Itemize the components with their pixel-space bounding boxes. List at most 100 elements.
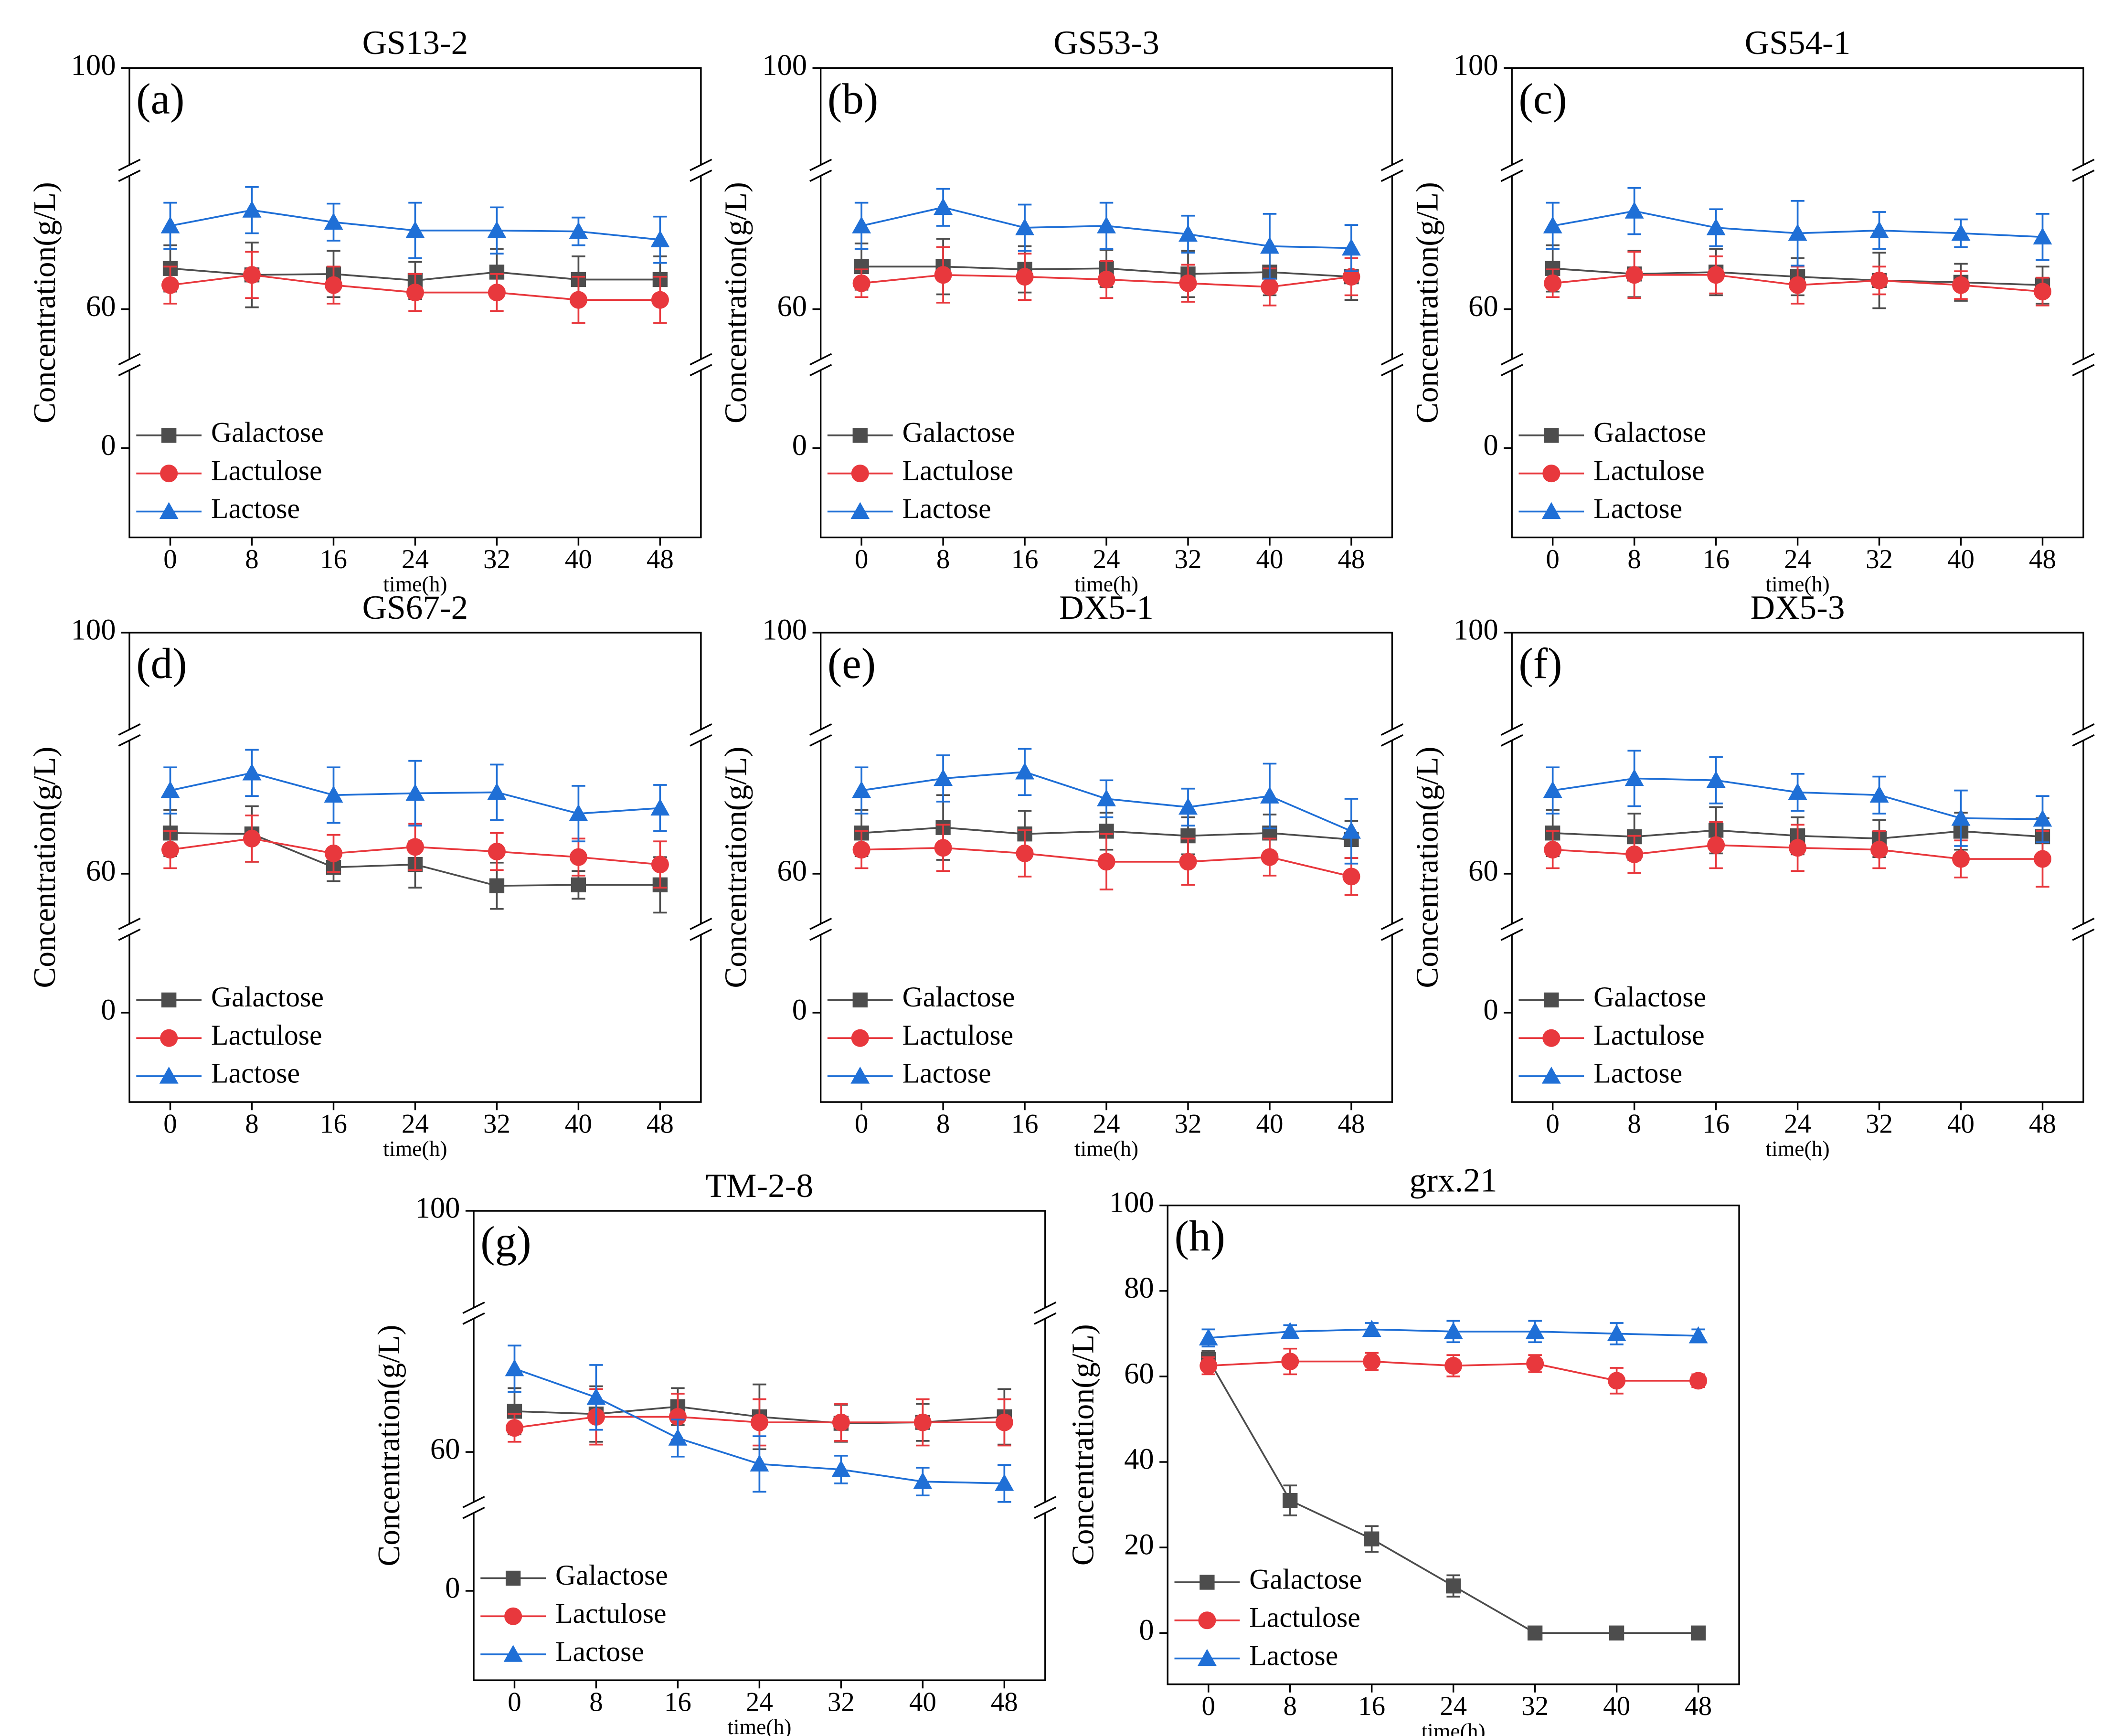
- axis-break-mark: [118, 723, 141, 736]
- panel-label: (a): [136, 74, 184, 123]
- axis-break-gap: [1507, 923, 1516, 935]
- legend-marker: [852, 428, 868, 443]
- chart-title: GS13-2: [362, 24, 468, 62]
- chart-title: GS67-2: [362, 589, 468, 626]
- marker: [1525, 1322, 1545, 1339]
- marker: [1869, 221, 1889, 238]
- marker: [1608, 1372, 1626, 1390]
- y-tick-label: 100: [71, 48, 116, 82]
- x-tick-label: 16: [1702, 544, 1730, 574]
- marker: [1607, 1324, 1626, 1342]
- x-axis-label: time(h): [1074, 1136, 1138, 1161]
- y-axis-label: Concentration(g/L): [719, 747, 754, 988]
- marker: [2033, 850, 2052, 868]
- x-tick-label: 40: [1256, 1109, 1283, 1139]
- marker: [1870, 271, 1889, 289]
- axis-break-mark: [1380, 918, 1403, 930]
- x-tick-label: 48: [1337, 544, 1365, 574]
- marker: [1179, 274, 1197, 292]
- axis-break-gap: [697, 923, 705, 935]
- marker: [324, 212, 343, 230]
- marker: [1362, 1320, 1381, 1337]
- marker: [1544, 274, 1562, 292]
- marker: [1624, 201, 1644, 219]
- legend-label: Lactulose: [902, 1019, 1014, 1051]
- legend-marker: [1199, 1575, 1215, 1590]
- marker: [1342, 821, 1361, 839]
- chart-title: GS54-1: [1745, 24, 1851, 62]
- axis-break-gap: [469, 1307, 478, 1319]
- legend-label: Lactose: [902, 1058, 991, 1089]
- x-tick-label: 0: [1201, 1691, 1215, 1721]
- marker: [1260, 236, 1279, 254]
- axis-break-gap: [817, 923, 825, 935]
- marker: [487, 221, 507, 238]
- x-tick-label: 40: [1947, 1109, 1974, 1139]
- y-tick-label: 100: [71, 613, 116, 646]
- marker: [1097, 270, 1115, 289]
- axis-break-mark: [1380, 364, 1403, 377]
- chart-title: DX5-1: [1059, 589, 1154, 626]
- marker: [934, 769, 953, 786]
- marker: [1789, 839, 1807, 857]
- marker: [1364, 1531, 1380, 1546]
- legend-marker: [161, 428, 177, 443]
- legend-marker: [1544, 992, 1559, 1008]
- marker: [750, 1413, 768, 1431]
- axis-break-mark: [1034, 1506, 1057, 1519]
- legend-marker: [1541, 1067, 1561, 1084]
- y-axis-label: Concentration(g/L): [1410, 747, 1444, 988]
- axis-break-mark: [462, 1312, 485, 1325]
- marker: [1952, 850, 1970, 868]
- marker: [650, 798, 670, 816]
- x-tick-label: 0: [163, 544, 177, 574]
- axis-break-mark: [809, 364, 832, 377]
- legend-marker: [850, 502, 870, 519]
- marker: [995, 1474, 1014, 1491]
- x-tick-label: 24: [1784, 544, 1811, 574]
- x-tick-label: 40: [565, 544, 592, 574]
- panel: 0 60 100 0 8 16 24 32 40 48 time(h) Concentration(g…: [1410, 24, 2095, 596]
- legend-label: Lactulose: [1593, 1019, 1705, 1051]
- marker: [569, 291, 587, 309]
- y-axis-label: Concentration(g/L): [1066, 1324, 1100, 1566]
- axis-break-mark: [1034, 1496, 1057, 1508]
- x-tick-label: 32: [1521, 1691, 1549, 1721]
- marker: [2033, 227, 2052, 245]
- y-tick-label: 100: [1109, 1186, 1154, 1219]
- x-tick-label: 48: [1337, 1109, 1365, 1139]
- y-tick-label: 60: [1468, 289, 1498, 323]
- marker: [1444, 1322, 1463, 1339]
- x-tick-label: 32: [1175, 1109, 1202, 1139]
- marker: [1690, 1625, 1706, 1641]
- axis-break-gap: [697, 165, 705, 176]
- x-tick-label: 48: [1685, 1691, 1712, 1721]
- legend-label: Lactose: [902, 493, 991, 524]
- marker: [852, 216, 871, 233]
- legend-label: Lactulose: [555, 1598, 667, 1629]
- axis-break-mark: [462, 1302, 485, 1314]
- x-tick-label: 0: [1546, 544, 1560, 574]
- x-tick-label: 40: [1947, 544, 1974, 574]
- marker: [1179, 853, 1197, 871]
- axis-break-mark: [690, 364, 712, 377]
- y-tick-label: 100: [762, 613, 807, 646]
- x-tick-label: 40: [909, 1687, 936, 1717]
- marker: [995, 1413, 1013, 1431]
- marker: [1952, 276, 1970, 294]
- x-axis-label: time(h): [1766, 1136, 1830, 1161]
- marker: [1261, 278, 1279, 296]
- axis-break-mark: [690, 723, 712, 736]
- y-tick-label: 100: [762, 48, 807, 82]
- x-tick-label: 48: [2029, 544, 2056, 574]
- legend-marker: [504, 1607, 522, 1625]
- marker: [1015, 218, 1035, 235]
- axis-break-mark: [462, 1496, 485, 1508]
- axis-break-gap: [1507, 729, 1516, 741]
- axes-frame: [819, 67, 1393, 539]
- x-tick-label: 24: [402, 544, 429, 574]
- axes-frame: [1511, 67, 2084, 539]
- y-tick-label: 60: [777, 854, 807, 887]
- y-tick-label: 60: [86, 289, 116, 323]
- axis-break-gap: [1388, 729, 1396, 741]
